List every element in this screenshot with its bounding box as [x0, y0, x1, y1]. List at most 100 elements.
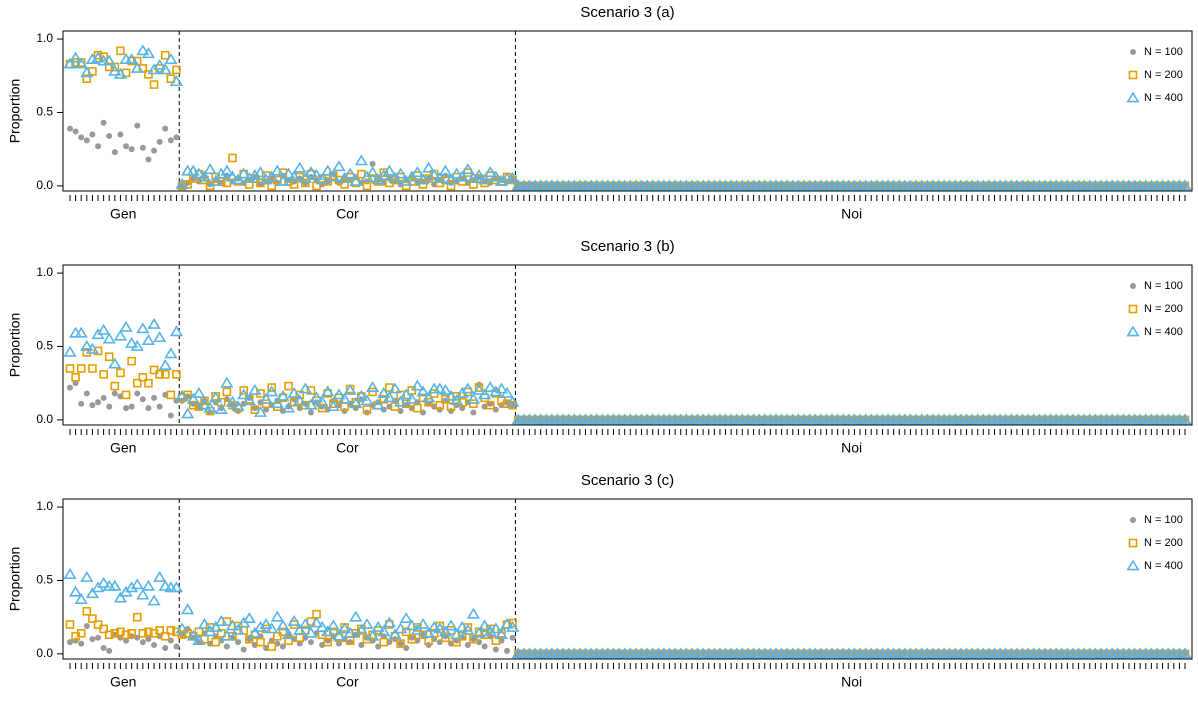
data-point [489, 170, 503, 182]
data-point [175, 389, 189, 401]
data-point [80, 66, 94, 78]
data-point [164, 347, 178, 359]
data-point [127, 629, 136, 638]
data-point [181, 603, 195, 615]
data-point [410, 166, 425, 178]
data-point [158, 359, 172, 370]
data-point [151, 642, 158, 649]
legend-label: N = 100 [1144, 280, 1183, 292]
data-point [259, 617, 273, 629]
data-point [181, 407, 195, 419]
data-point [349, 397, 363, 409]
data-point [1178, 413, 1192, 425]
y-tick-label: 0.0 [36, 646, 53, 660]
data-point [281, 167, 296, 179]
y-tick-label: 0.0 [36, 412, 53, 426]
data-point [332, 629, 346, 641]
data-point [68, 51, 83, 63]
data-point [173, 134, 180, 141]
data-point [237, 388, 251, 400]
data-point [106, 647, 113, 654]
data-point [141, 47, 156, 59]
data-point [360, 617, 374, 629]
data-point [76, 629, 86, 638]
data-point [100, 394, 107, 401]
data-point [449, 394, 464, 406]
data-point [301, 178, 310, 188]
data-point [449, 167, 464, 179]
y-axis-label: Proportion [7, 79, 23, 144]
data-point [100, 119, 107, 126]
data-point [111, 390, 118, 397]
data-point [80, 339, 94, 351]
data-point [167, 137, 174, 144]
data-point [444, 619, 458, 631]
data-point [304, 398, 318, 410]
data-point [128, 403, 135, 410]
group-label: Noi [841, 674, 862, 690]
data-point [110, 629, 120, 638]
data-point [104, 62, 114, 72]
data-point [102, 54, 116, 66]
legend-label: N = 400 [1144, 560, 1183, 572]
data-point [91, 51, 105, 63]
data-point [253, 620, 268, 632]
data-point [231, 173, 245, 185]
data-point [478, 173, 492, 185]
data-point [74, 57, 88, 69]
data-point [455, 170, 469, 182]
data-point [306, 386, 316, 395]
data-point [242, 612, 256, 624]
data-point [337, 622, 352, 634]
data-point [89, 402, 96, 409]
data-point [160, 631, 170, 641]
data-point [304, 166, 318, 178]
data-point [117, 131, 124, 138]
data-point [153, 331, 167, 343]
data-point [312, 181, 321, 191]
data-point [188, 400, 198, 410]
data-point [113, 329, 128, 341]
data-point [116, 46, 125, 56]
data-point [127, 356, 136, 366]
data-point [446, 402, 456, 411]
data-point [141, 334, 156, 345]
data-point [192, 386, 206, 398]
data-point [466, 607, 481, 619]
data-point [418, 180, 428, 189]
data-point [130, 61, 144, 73]
data-point [362, 405, 372, 414]
data-point [220, 376, 234, 388]
data-point [401, 181, 411, 191]
data-point [369, 160, 376, 167]
data-point [74, 326, 88, 338]
data-point [343, 383, 357, 395]
data-point [71, 372, 80, 382]
data-point [388, 628, 402, 640]
data-point [472, 169, 486, 180]
data-point [223, 643, 230, 650]
data-point [461, 382, 475, 394]
data-point [205, 181, 215, 191]
data-point [281, 401, 296, 413]
data-point [67, 639, 73, 646]
group-label: Cor [336, 674, 359, 690]
data-point [371, 398, 385, 410]
data-point [121, 630, 131, 640]
data-point [222, 387, 232, 397]
data-point [407, 634, 417, 644]
data-point [416, 617, 430, 629]
y-tick-label: 1.0 [36, 265, 53, 279]
data-point [242, 171, 256, 183]
plot-frame [62, 498, 1193, 660]
panel: Scenario 3 (a) Proportion 0.0 0.5 1.0 Gen Cor N… [7, 4, 1193, 222]
data-point [96, 576, 111, 588]
data-point [95, 143, 102, 150]
data-point [253, 166, 268, 178]
data-point [494, 382, 509, 394]
data-point [377, 386, 391, 398]
group-label: Gen [110, 674, 136, 690]
legend-label: N = 200 [1144, 303, 1183, 315]
y-tick-label: 0.5 [36, 339, 53, 353]
